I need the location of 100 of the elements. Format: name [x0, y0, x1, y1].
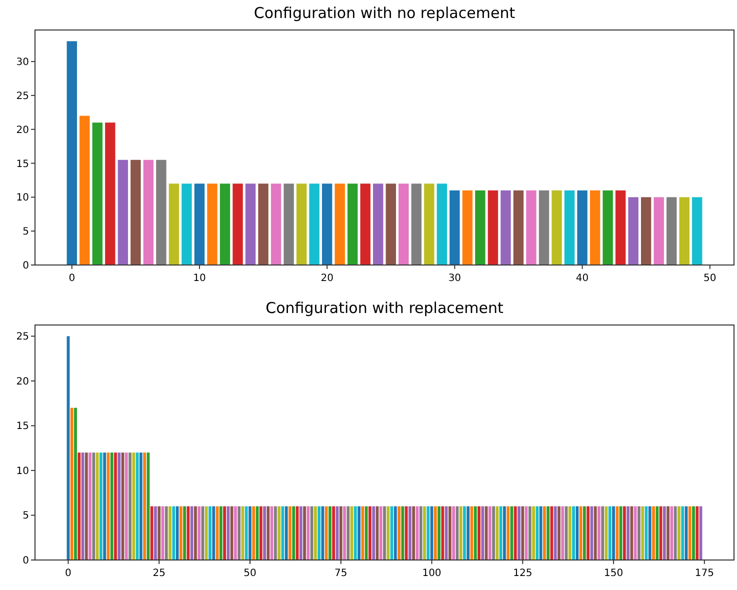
- bar: [360, 184, 370, 265]
- bar: [74, 408, 77, 560]
- bar: [648, 506, 652, 560]
- bar: [576, 506, 579, 560]
- bar: [172, 506, 176, 560]
- bar: [488, 190, 498, 265]
- bar: [518, 506, 520, 560]
- y-tick-label: 0: [22, 556, 29, 566]
- bar: [640, 197, 652, 265]
- bar: [274, 506, 277, 560]
- bar: [398, 184, 409, 265]
- bar: [318, 506, 321, 560]
- bar: [128, 452, 132, 560]
- chart-title: Configuration with replacement: [266, 299, 504, 317]
- bar: [70, 408, 74, 560]
- bar: [105, 122, 116, 265]
- bar: [419, 506, 422, 560]
- bar: [539, 506, 542, 560]
- bar: [194, 506, 197, 560]
- bar: [230, 506, 234, 560]
- bar: [266, 506, 270, 560]
- bar: [666, 197, 677, 265]
- bar: [696, 506, 699, 560]
- bar: [579, 506, 582, 560]
- bar: [179, 506, 182, 560]
- bar: [654, 197, 664, 265]
- bar: [590, 190, 600, 265]
- bar: [398, 506, 400, 560]
- bar: [182, 184, 192, 265]
- bar: [150, 506, 154, 560]
- x-tick-label: 75: [334, 568, 348, 579]
- bar: [154, 506, 157, 560]
- bar: [450, 190, 460, 265]
- bar: [434, 506, 437, 560]
- bar: [383, 506, 386, 560]
- bar: [190, 506, 194, 560]
- bar: [481, 506, 484, 560]
- x-tick-label: 25: [152, 568, 166, 579]
- bar: [582, 506, 586, 560]
- bar: [208, 506, 212, 560]
- bar: [692, 506, 695, 560]
- bar: [536, 506, 539, 560]
- bar: [306, 506, 310, 560]
- bar: [292, 506, 296, 560]
- bar: [448, 506, 452, 560]
- bar: [339, 506, 342, 560]
- bar: [452, 506, 456, 560]
- x-tick-label: 30: [448, 273, 462, 284]
- bar: [92, 452, 96, 560]
- bar: [608, 506, 612, 560]
- bar: [132, 452, 136, 560]
- x-tick-label: 0: [65, 568, 72, 579]
- bar: [158, 506, 161, 560]
- bar: [622, 506, 626, 560]
- bar: [514, 506, 517, 560]
- y-tick-label: 20: [16, 124, 29, 136]
- bar: [372, 506, 376, 560]
- bar: [263, 506, 266, 560]
- bar: [652, 506, 655, 560]
- y-tick-label: 10: [16, 192, 29, 204]
- bar: [474, 506, 477, 560]
- bar: [586, 506, 590, 560]
- x-tick-label: 50: [244, 568, 256, 579]
- bar: [638, 506, 640, 560]
- bar: [168, 506, 172, 560]
- bar: [80, 116, 90, 265]
- bar: [124, 452, 128, 560]
- bar: [314, 506, 317, 560]
- x-tick-label: 20: [320, 273, 334, 284]
- bar: [670, 506, 674, 560]
- x-tick-label: 100: [422, 568, 442, 579]
- bar: [463, 506, 466, 560]
- bar: [379, 506, 382, 560]
- x-tick-label: 125: [513, 568, 532, 579]
- bar: [594, 506, 597, 560]
- bar: [136, 452, 139, 560]
- bar: [278, 506, 281, 560]
- bar: [220, 184, 230, 265]
- bar: [412, 506, 416, 560]
- bar: [78, 452, 81, 560]
- bar: [630, 506, 634, 560]
- bar: [692, 197, 702, 265]
- bar: [99, 452, 102, 560]
- bar: [386, 184, 396, 265]
- bar: [114, 452, 117, 560]
- bar: [103, 452, 106, 560]
- bar: [598, 506, 600, 560]
- bar: [207, 184, 218, 265]
- chart-title: Configuration with no replacement: [254, 4, 516, 22]
- bar: [84, 452, 88, 560]
- bar: [232, 184, 243, 265]
- bar: [284, 506, 288, 560]
- bar: [424, 184, 434, 265]
- bar: [288, 506, 292, 560]
- x-tick-label: 10: [193, 273, 206, 284]
- bar: [552, 190, 562, 265]
- bar: [324, 506, 328, 560]
- bar: [212, 506, 216, 560]
- bar: [309, 184, 320, 265]
- bar: [568, 506, 572, 560]
